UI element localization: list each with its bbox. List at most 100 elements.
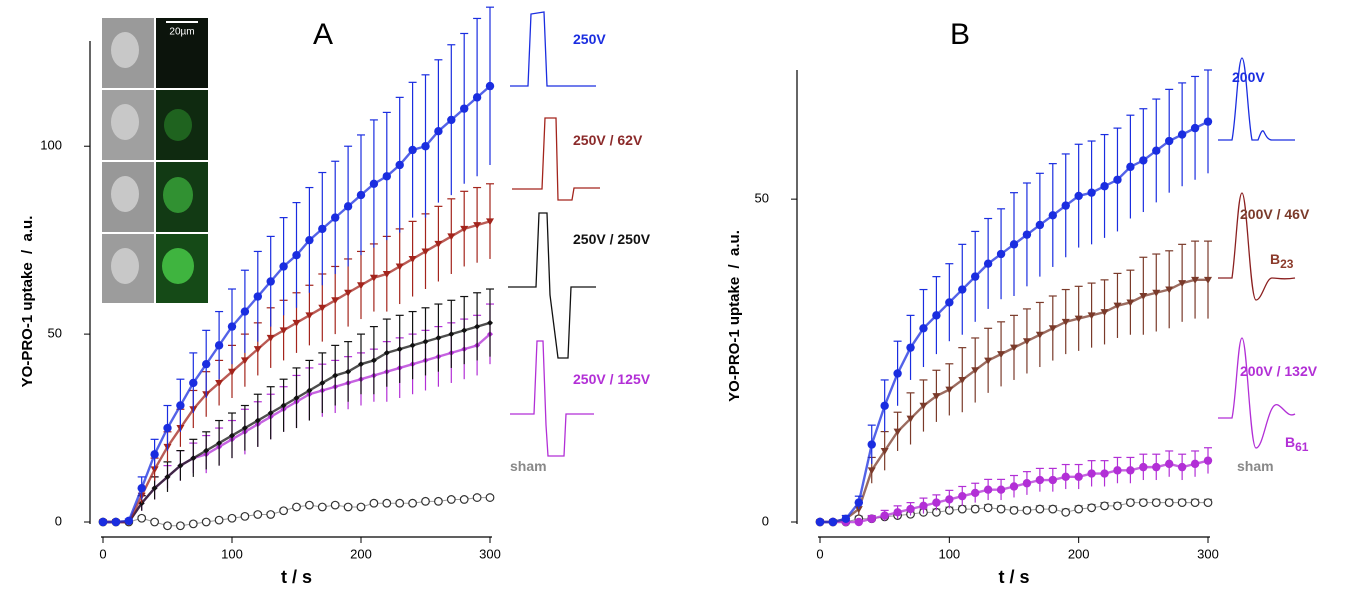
- waveform: [508, 212, 596, 359]
- marker: [983, 503, 993, 513]
- marker: [254, 417, 261, 424]
- marker: [1022, 230, 1032, 239]
- marker: [227, 322, 237, 331]
- marker: [970, 504, 980, 514]
- marker: [1009, 240, 1019, 249]
- series-2: [815, 447, 1213, 527]
- x-tick-label: 300: [479, 546, 501, 561]
- marker: [1178, 280, 1187, 288]
- marker: [201, 517, 211, 527]
- marker: [1177, 130, 1187, 139]
- marker: [292, 250, 301, 260]
- marker: [1100, 469, 1109, 478]
- marker: [318, 224, 327, 234]
- marker: [1061, 318, 1070, 326]
- marker: [279, 327, 288, 335]
- marker: [396, 346, 403, 353]
- annotation-text: 250V / 125V: [573, 371, 651, 387]
- marker: [343, 202, 353, 211]
- marker: [932, 393, 941, 401]
- marker: [150, 466, 159, 474]
- annotation-text: 250V: [573, 31, 606, 47]
- marker: [356, 190, 366, 200]
- marker: [305, 500, 314, 510]
- annotation: B61: [1285, 434, 1309, 454]
- marker: [190, 455, 197, 462]
- marker: [214, 515, 224, 525]
- marker: [163, 521, 172, 531]
- y-tick-label: 0: [55, 513, 62, 528]
- x-tick-label: 0: [816, 546, 823, 561]
- marker: [880, 511, 889, 520]
- marker: [1074, 191, 1083, 201]
- marker: [867, 514, 876, 523]
- marker: [906, 504, 915, 514]
- annotation: sham: [510, 458, 547, 474]
- marker: [487, 319, 493, 326]
- marker: [345, 368, 352, 375]
- series-4: [98, 493, 495, 531]
- marker: [1139, 293, 1148, 300]
- chart-title: B: [950, 18, 970, 51]
- marker: [880, 447, 889, 455]
- marker: [266, 334, 275, 342]
- marker: [919, 501, 928, 511]
- marker: [1087, 312, 1096, 320]
- annotation-text: 200V / 132V: [1240, 363, 1318, 379]
- marker: [1035, 220, 1045, 230]
- marker: [1100, 309, 1109, 317]
- marker: [1074, 504, 1084, 514]
- marker: [448, 331, 455, 338]
- marker: [854, 517, 863, 527]
- annotation-text: 250V / 250V: [573, 231, 651, 247]
- marker: [422, 338, 429, 345]
- marker: [1022, 479, 1032, 488]
- marker: [1177, 498, 1187, 508]
- marker: [214, 341, 224, 350]
- marker: [202, 359, 211, 369]
- annotation-text: sham: [1237, 458, 1274, 474]
- marker: [358, 361, 364, 368]
- marker: [1100, 182, 1109, 191]
- marker: [189, 378, 198, 388]
- annotation: 200V / 46V: [1240, 206, 1310, 222]
- marker: [150, 450, 159, 459]
- marker: [383, 349, 390, 356]
- marker: [893, 369, 902, 378]
- series-1: [816, 240, 1212, 526]
- marker: [421, 496, 430, 506]
- waveform: [1218, 337, 1296, 449]
- marker: [421, 142, 430, 151]
- marker: [124, 516, 133, 526]
- marker: [1022, 505, 1032, 515]
- cell: [164, 109, 192, 141]
- marker: [1113, 466, 1122, 475]
- marker: [266, 510, 276, 519]
- marker: [971, 367, 980, 375]
- marker: [1204, 276, 1212, 284]
- marker: [867, 440, 876, 449]
- series-2: [100, 288, 494, 525]
- marker: [163, 423, 172, 433]
- marker: [279, 262, 288, 271]
- marker: [996, 249, 1006, 259]
- marker: [357, 282, 365, 290]
- marker: [382, 270, 391, 278]
- marker: [1035, 504, 1045, 514]
- marker: [906, 415, 915, 423]
- marker: [1113, 501, 1122, 511]
- marker: [409, 342, 416, 349]
- marker: [175, 521, 185, 531]
- marker: [408, 498, 418, 508]
- marker: [228, 368, 236, 376]
- marker: [447, 115, 456, 125]
- marker: [867, 467, 876, 475]
- waveform: [510, 340, 594, 457]
- annotation: 200V: [1232, 69, 1265, 85]
- marker: [1035, 331, 1044, 339]
- marker: [434, 496, 443, 506]
- cell: [111, 248, 139, 284]
- marker: [331, 297, 340, 305]
- marker: [216, 440, 223, 447]
